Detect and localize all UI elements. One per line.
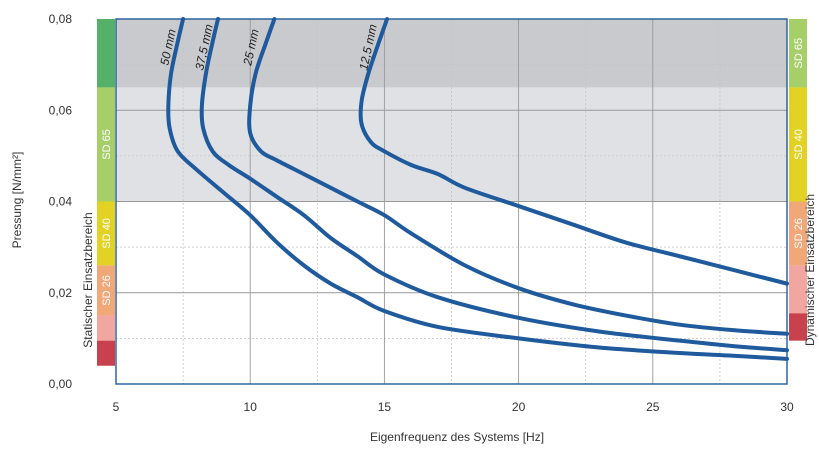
y-tick-label: 0,04 (49, 195, 73, 209)
grid (116, 19, 787, 384)
right-scale-label-2: SD 26 (793, 218, 805, 249)
left-scale-label-3: SD 26 (101, 275, 113, 306)
right-scale-label-1: SD 40 (793, 129, 805, 160)
y-tick-label: 0,02 (49, 286, 73, 300)
right-scale-segment-0 (789, 19, 807, 88)
y-axis-label: Pressung [N/mm²] (10, 152, 24, 249)
right-scale: SD 65 SD 40 SD 26 (789, 19, 807, 341)
series-line-0 (166, 17, 789, 361)
y-tick-label: 0,06 (49, 103, 73, 117)
x-tick-label: 20 (512, 400, 526, 414)
x-tick-label: 25 (646, 400, 660, 414)
series-lines (166, 17, 789, 361)
left-scale-title: Statischer Einsatzbereich (81, 212, 95, 347)
left-scale-segment-5 (97, 340, 115, 366)
left-scale-segment-0 (97, 19, 115, 88)
left-scale-segment-1 (97, 87, 115, 202)
y-tick-label: 0,08 (49, 12, 73, 26)
left-scale-segment-4 (97, 315, 115, 341)
x-tick-label: 30 (780, 400, 794, 414)
right-scale-segment-2 (789, 201, 807, 266)
left-scale: SD 65 SD 40 SD 26 (97, 19, 115, 366)
series-line-2 (247, 17, 789, 336)
left-scale-label-1: SD 65 (101, 129, 113, 160)
x-axis-label: Eigenfrequenz des Systems [Hz] (370, 430, 544, 444)
left-scale-label-2: SD 40 (101, 218, 113, 249)
y-tick-label: 0,00 (49, 377, 73, 391)
right-scale-segment-4 (789, 313, 807, 341)
y-tick-labels: 0,00 0,02 0,04 0,06 0,08 (49, 12, 73, 391)
x-tick-label: 5 (113, 400, 120, 414)
right-scale-label-0: SD 65 (793, 38, 805, 69)
right-scale-title: Dynamischer Einsatzbereich (803, 194, 817, 346)
right-scale-segment-1 (789, 87, 807, 202)
plot-frame (115, 18, 788, 385)
left-scale-segment-3 (97, 265, 115, 316)
left-scale-segment-2 (97, 201, 115, 266)
series-line-3 (358, 17, 789, 286)
series-line-1 (199, 17, 789, 353)
right-scale-segment-3 (789, 265, 807, 314)
x-tick-labels: 5 10 15 20 25 30 (113, 400, 794, 414)
x-tick-label: 15 (378, 400, 392, 414)
x-tick-label: 10 (244, 400, 258, 414)
